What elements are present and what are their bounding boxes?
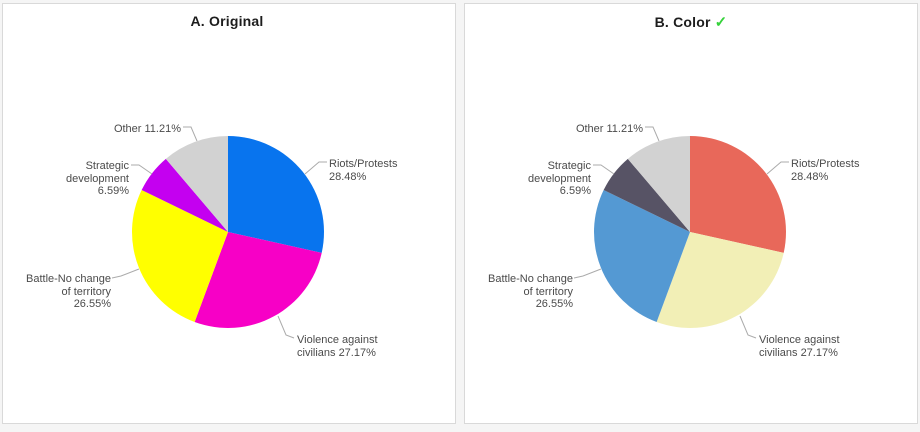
- callout-line: Battle-No change: [26, 273, 111, 285]
- panel-original: A. Original Riots/Protests 28.48% Violen…: [2, 3, 456, 424]
- callout-line: Riots/Protests: [791, 158, 860, 170]
- callout-line: 6.59%: [97, 185, 129, 197]
- check-icon: ✓: [714, 14, 728, 31]
- panel-title-original: A. Original: [3, 13, 455, 30]
- panel-color: B. Color ✓ Riots/Protests 28.48% Violence…: [464, 3, 918, 424]
- callout-line: civilians 27.17%: [759, 346, 838, 359]
- panel-title-color: B. Color ✓: [465, 13, 917, 31]
- callout-battle-no-change: Battle-No change of territory 26.55%: [471, 273, 573, 311]
- pie-slice-strategic-development: [141, 158, 228, 232]
- pie-slice-riots-protests: [690, 136, 786, 253]
- leader-line-riots: [766, 161, 789, 175]
- pie-slice-violence-against-civilians: [656, 232, 784, 328]
- callout-line: of territory: [523, 285, 573, 298]
- pie-slice-other: [627, 136, 690, 232]
- callout-strategic-development: Strategic development 6.59%: [9, 160, 129, 198]
- callout-other: Other 11.21%: [471, 123, 643, 136]
- callout-line: Violence against: [759, 334, 840, 346]
- pie-slice-violence-against-civilians: [194, 232, 322, 328]
- callout-riots-protests: Riots/Protests 28.48%: [791, 158, 859, 183]
- callout-line: of territory: [61, 285, 111, 298]
- leader-line-riots: [304, 161, 327, 175]
- callout-violence-against-civilians: Violence against civilians 27.17%: [759, 334, 840, 359]
- callout-riots-protests: Riots/Protests 28.48%: [329, 158, 397, 183]
- callout-other: Other 11.21%: [9, 123, 181, 136]
- callout-violence-against-civilians: Violence against civilians 27.17%: [297, 334, 378, 359]
- pie-chart-original: [111, 126, 327, 339]
- pie-slice-strategic-development: [603, 158, 690, 232]
- leader-line-other: [645, 126, 660, 142]
- callout-strategic-development: Strategic development 6.59%: [471, 160, 591, 198]
- callout-line: Other 11.21%: [575, 123, 643, 135]
- leader-line-other: [183, 126, 198, 142]
- pie-slice-battle-no-change-of-territory: [132, 190, 228, 323]
- leader-line-violence: [277, 315, 295, 339]
- callout-line: Strategic: [85, 160, 129, 172]
- callout-line: Violence against: [297, 334, 378, 346]
- callout-line: Strategic: [547, 160, 591, 172]
- callout-line: 26.55%: [535, 298, 573, 310]
- callout-line: civilians 27.17%: [297, 346, 376, 359]
- pie-slice-other: [165, 136, 228, 232]
- callout-line: 28.48%: [791, 170, 829, 183]
- pie-slice-battle-no-change-of-territory: [594, 190, 690, 323]
- callout-line: Other 11.21%: [113, 123, 181, 135]
- callout-line: 26.55%: [73, 298, 111, 310]
- callout-line: development: [66, 172, 129, 185]
- leader-line-strategic: [593, 164, 615, 175]
- pie-slice-riots-protests: [228, 136, 324, 253]
- panel-title-text: B. Color: [654, 14, 711, 30]
- leader-line-strategic: [131, 164, 153, 175]
- callout-line: 6.59%: [559, 185, 591, 197]
- leader-line-battle: [573, 268, 602, 279]
- panel-title-text: A. Original: [190, 13, 264, 29]
- callout-line: Battle-No change: [488, 273, 573, 285]
- pie-chart-color: [573, 126, 789, 339]
- callout-battle-no-change: Battle-No change of territory 26.55%: [9, 273, 111, 311]
- leader-line-battle: [111, 268, 140, 279]
- callout-line: 28.48%: [329, 170, 367, 183]
- callout-line: development: [528, 172, 591, 185]
- leader-line-violence: [739, 315, 757, 339]
- callout-line: Riots/Protests: [329, 158, 398, 170]
